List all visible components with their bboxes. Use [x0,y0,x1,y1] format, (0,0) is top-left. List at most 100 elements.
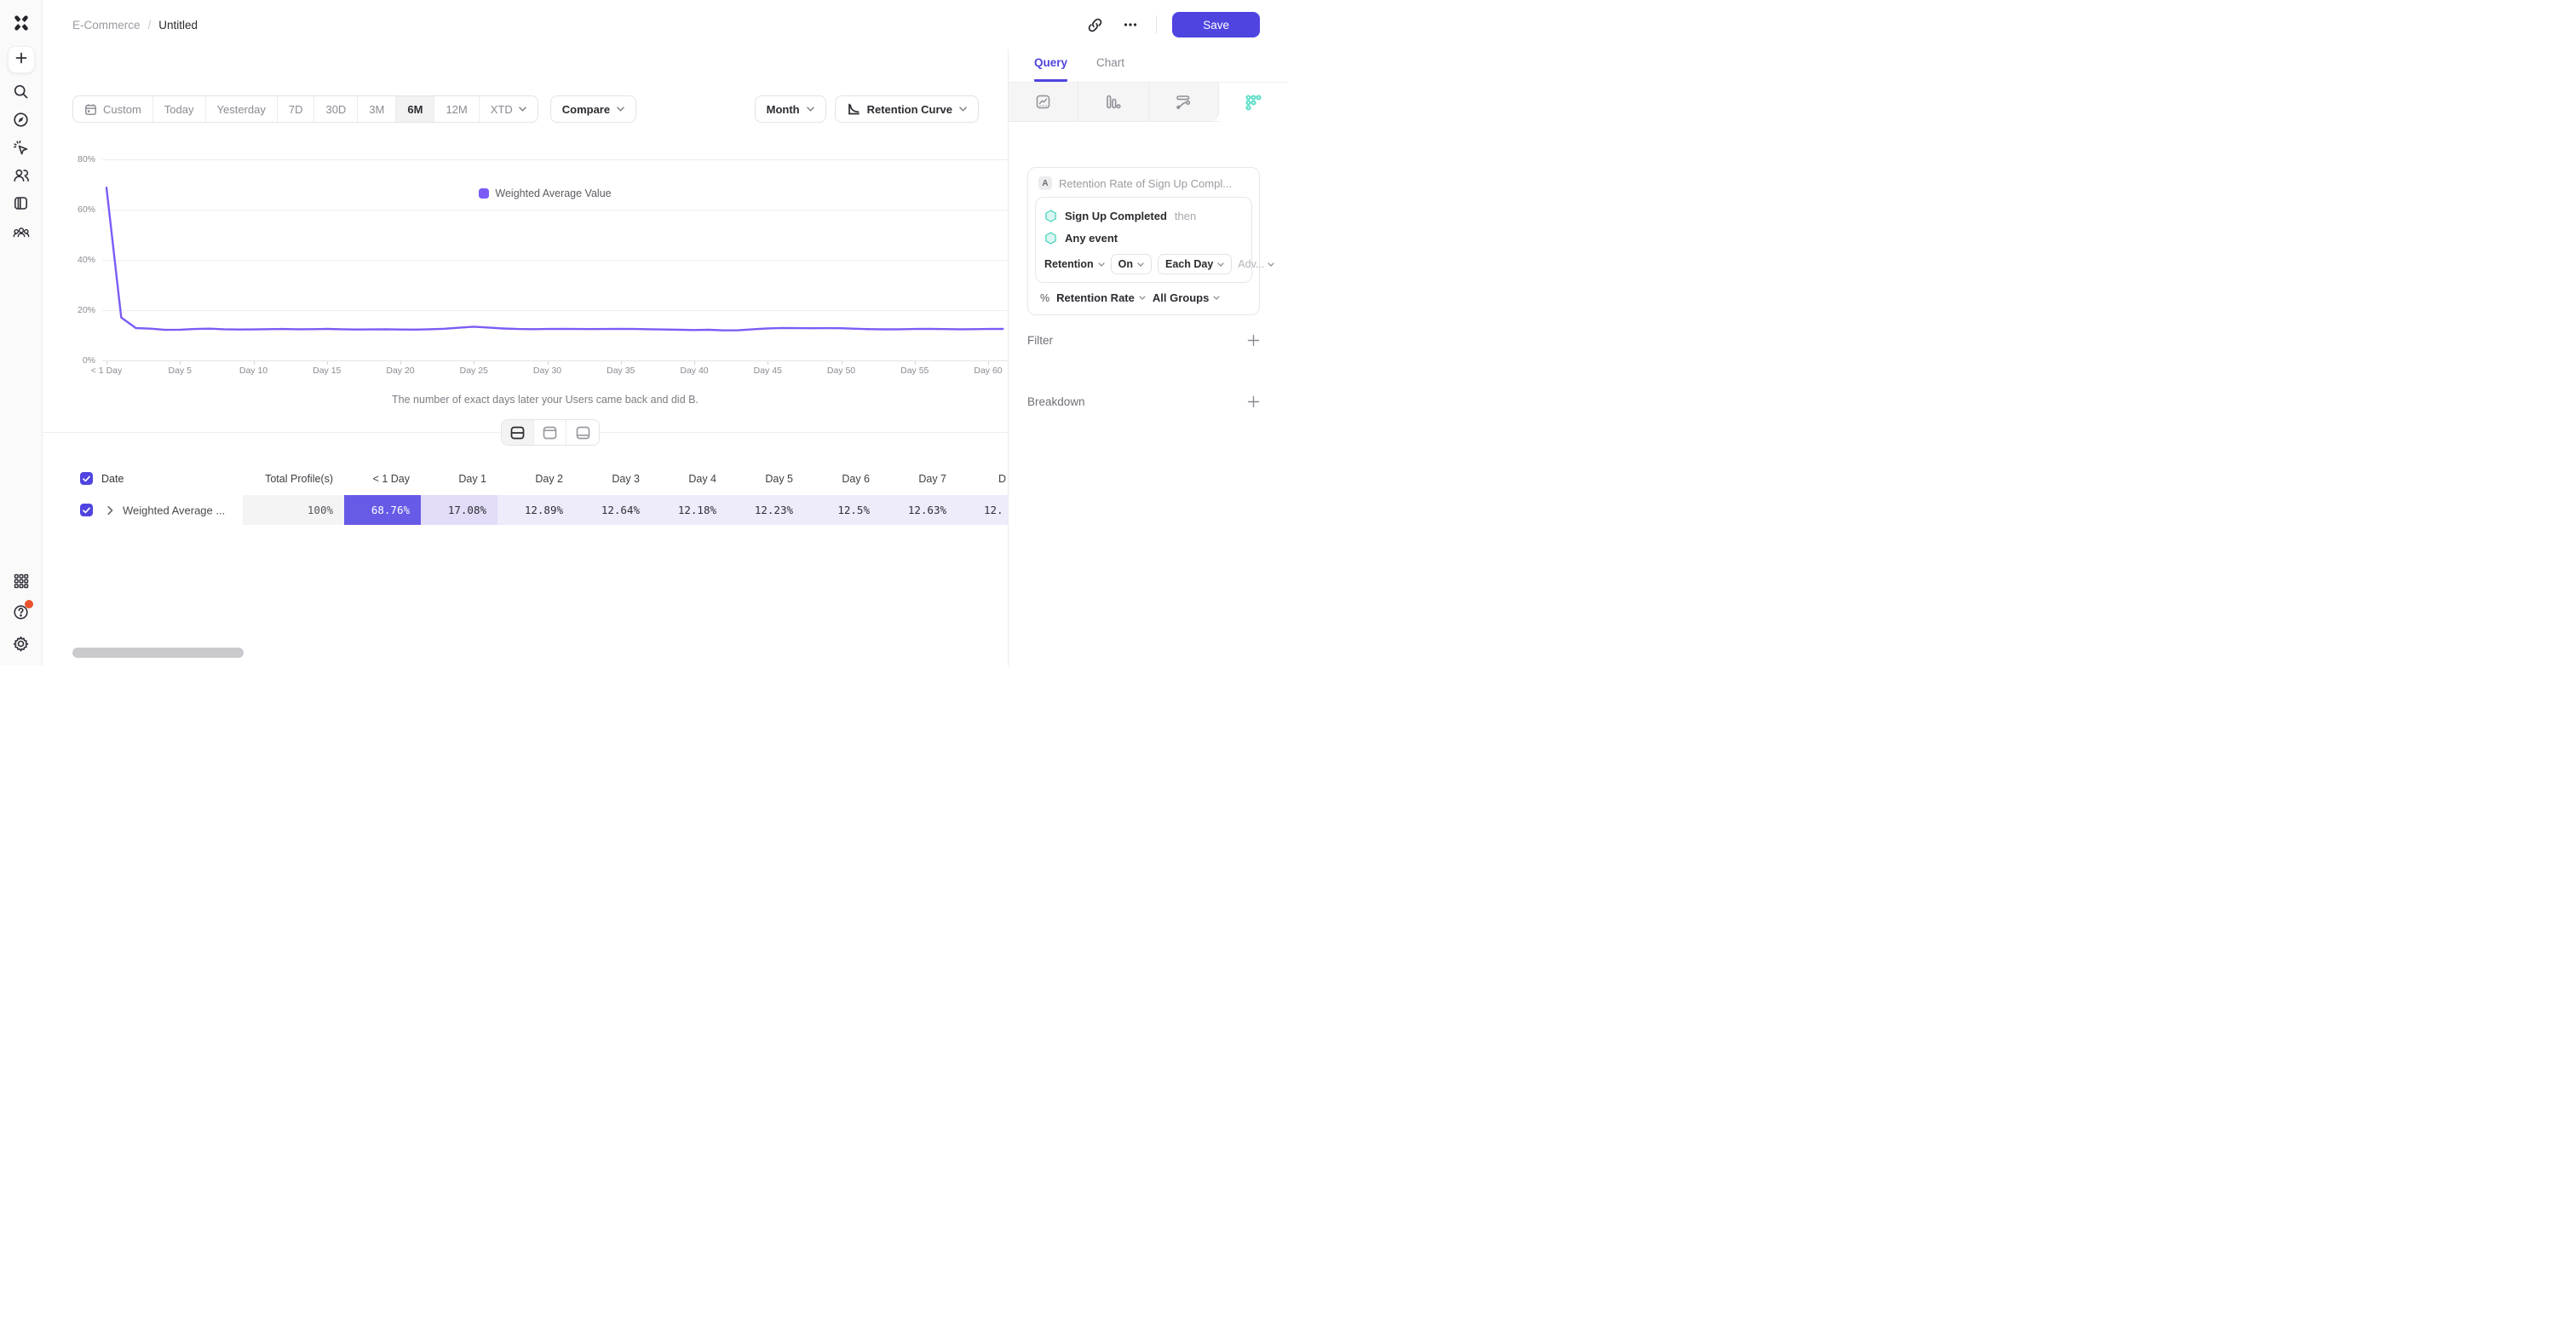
range-7d[interactable]: 7D [278,96,315,122]
on-dropdown[interactable]: On [1110,254,1152,274]
column-header[interactable]: Day 4 [688,473,716,485]
column-header[interactable]: < 1 Day [372,473,410,485]
gear-icon[interactable] [13,635,30,652]
range-3m[interactable]: 3M [358,96,397,122]
range-today[interactable]: Today [153,96,206,122]
retention-events-card: Sign Up Completed then Any event Retenti… [1035,197,1274,283]
measure-dropdown[interactable]: Retention Rate [1056,291,1146,304]
tab-query[interactable]: Query [1034,56,1068,82]
apps-grid-icon[interactable] [13,573,30,590]
chevron-down-icon [1213,296,1220,300]
chart-type-button[interactable]: Retention Curve [834,95,979,123]
column-header[interactable]: Day 3 [612,473,640,485]
horizontal-scrollbar-thumb[interactable] [72,648,244,658]
x-axis-label: < 1 Day [90,366,123,376]
hexagon-icon [1044,209,1057,222]
range-6m[interactable]: 6M [396,96,435,122]
row-checkbox[interactable] [80,504,93,516]
y-axis-label: 0% [82,355,95,366]
x-axis-label: Day 25 [459,366,488,376]
breadcrumb-project[interactable]: E-Commerce [72,18,141,32]
link-icon[interactable] [1084,14,1105,35]
search-icon[interactable] [13,83,30,100]
mixpanel-logo[interactable] [13,14,30,32]
table-cell: 12.18% [651,495,727,525]
table-cell: 12.89% [497,495,574,525]
column-header[interactable]: Day 2 [535,473,563,485]
query-title[interactable]: Retention Rate of Sign Up Compl... [1059,176,1233,190]
retention-icon[interactable] [1218,83,1288,122]
cohorts-icon[interactable] [13,224,30,241]
event-b-row[interactable]: Any event [1044,227,1243,249]
report-toolbar: Custom Today Yesterday 7D 30D 3M 6M 12M XTD Comp… [72,95,979,123]
chevron-down-icon [1217,262,1224,267]
column-header[interactable]: Day 7 [918,473,946,485]
then-label: then [1174,209,1197,222]
compass-icon[interactable] [13,111,30,128]
range-label: 30D [325,102,347,116]
range-custom[interactable]: Custom [73,96,153,122]
chart-legend: Weighted Average Value [102,187,988,199]
column-header[interactable]: Day 6 [842,473,870,485]
granularity-button[interactable]: Month [754,95,826,123]
hexagon-icon [1044,231,1057,245]
column-header-date[interactable]: Date [101,473,124,485]
percent-icon: % [1040,291,1050,304]
range-xtd[interactable]: XTD [480,96,538,122]
column-header[interactable]: Total Profile(s) [265,473,333,485]
tab-chart[interactable]: Chart [1096,56,1125,69]
legend-label: Weighted Average Value [495,187,612,199]
y-axis-label: 80% [77,154,95,164]
retention-type-label: Retention [1044,258,1094,270]
column-header[interactable]: D [998,473,1007,485]
create-new-button[interactable] [8,46,35,73]
table-cell: 12.64% [574,495,651,525]
breakdown-label: Breakdown [1027,395,1085,408]
chevron-right-icon[interactable] [107,505,113,515]
chevron-down-icon [959,107,967,112]
range-30d[interactable]: 30D [314,96,359,122]
users-icon[interactable] [13,166,30,183]
table-cell: 68.76% [344,495,421,525]
table-cell: 12. [957,495,1008,525]
advanced-dropdown[interactable]: Adv... [1238,258,1274,270]
layout-toggle [501,419,600,446]
groups-dropdown[interactable]: All Groups [1153,291,1220,304]
insights-icon[interactable] [1009,83,1079,121]
retention-type-dropdown[interactable]: Retention [1044,258,1105,270]
x-axis-tick [914,361,916,365]
add-breakdown-button[interactable] [1247,395,1260,408]
gridline-0% [102,360,1008,361]
column-header[interactable]: Day 5 [765,473,793,485]
ellipsis-icon[interactable] [1120,14,1141,35]
plus-icon [14,51,28,69]
table-header-row: Date Total Profile(s) < 1 Day Day 1 Day 2 Da… [43,467,1008,491]
help-icon[interactable] [13,600,33,620]
report-title[interactable]: Untitled [158,18,198,32]
gridline-20% [102,310,1008,311]
interval-dropdown[interactable]: Each Day [1158,254,1233,274]
range-yesterday[interactable]: Yesterday [206,96,278,122]
chart-caption: The number of exact days later your User… [392,394,699,406]
save-button[interactable]: Save [1172,12,1260,37]
funnels-icon[interactable] [1078,83,1149,121]
split-view-icon[interactable] [502,420,534,445]
measure-label: Retention Rate [1056,291,1135,304]
x-axis-tick [620,361,622,365]
board-icon[interactable] [13,194,30,211]
event-a-row[interactable]: Sign Up Completed then [1044,205,1243,227]
gridline-40% [102,260,1008,261]
breadcrumb: E-Commerce / Untitled [72,0,198,49]
legend-item[interactable]: Weighted Average Value [479,187,612,199]
range-12m[interactable]: 12M [434,96,480,122]
table-only-icon[interactable] [566,420,599,445]
select-all-checkbox[interactable] [80,472,93,485]
cursor-click-icon[interactable] [13,139,30,156]
table-cell: 100% [243,495,344,525]
compare-button[interactable]: Compare [549,95,637,123]
breakdown-section: Breakdown [1027,390,1260,412]
chart-only-icon[interactable] [534,420,566,445]
column-header[interactable]: Day 1 [458,473,486,485]
add-filter-button[interactable] [1247,334,1260,347]
flows-icon[interactable] [1148,83,1219,121]
